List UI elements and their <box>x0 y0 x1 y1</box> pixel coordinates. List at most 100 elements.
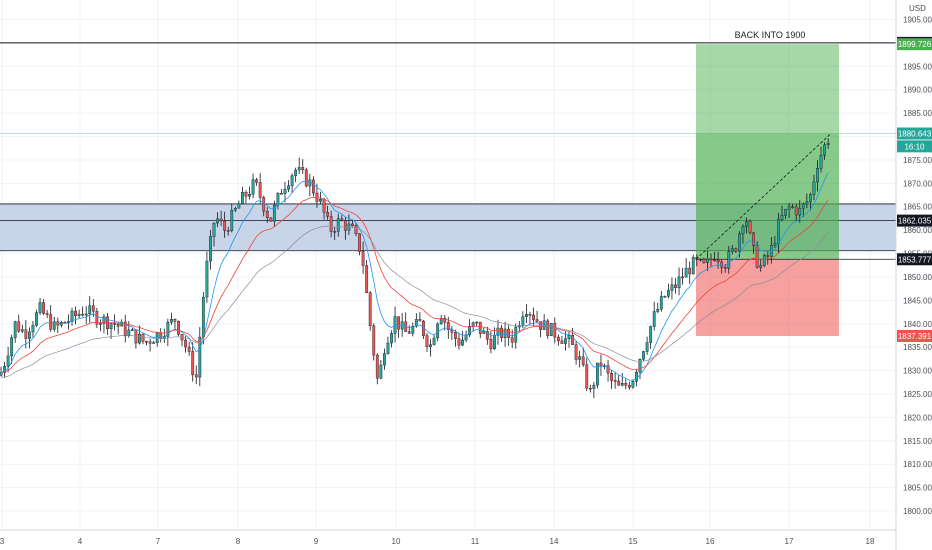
candle-body <box>244 191 248 197</box>
candle-body <box>166 321 170 337</box>
candle-body <box>468 326 471 336</box>
y-tick-label: 1825.000 <box>903 390 932 399</box>
candle-body <box>585 364 589 389</box>
candle-body <box>198 336 202 378</box>
candle-body <box>361 251 365 266</box>
y-tick-label: 1885.000 <box>903 109 932 118</box>
candle-body <box>155 332 159 343</box>
candle-body <box>532 314 535 320</box>
x-tick-label: 7 <box>156 537 161 546</box>
candle-body <box>766 255 770 257</box>
candle-body <box>620 383 624 386</box>
candle-body <box>482 331 486 334</box>
candle-body <box>617 380 621 386</box>
candle-body <box>290 175 294 186</box>
candle-body <box>109 323 113 330</box>
candle-body <box>574 344 578 360</box>
candle-body <box>677 276 681 288</box>
candle-body <box>826 143 830 146</box>
candle-body <box>258 182 262 198</box>
candle-body <box>10 337 14 357</box>
candle-body <box>702 258 706 263</box>
candle-body <box>365 265 369 293</box>
y-tick-label: 1805.000 <box>903 484 932 493</box>
candle-body <box>752 232 756 246</box>
y-tick-label: 1870.000 <box>903 179 932 188</box>
candle-body <box>496 327 500 336</box>
candle-body <box>20 329 24 332</box>
candle-body <box>49 314 53 330</box>
candle-body <box>794 206 798 216</box>
candle-body <box>251 179 255 195</box>
x-tick-label: 17 <box>785 537 794 546</box>
candle-body <box>784 208 787 216</box>
zones <box>0 42 896 336</box>
candle-body <box>798 207 802 216</box>
time-axis[interactable]: 3 4 7 8 9 10 11 14 15 16 17 18 <box>0 537 875 546</box>
candle-body <box>578 356 582 360</box>
candle-body <box>773 243 777 246</box>
candle-body <box>272 205 276 222</box>
candle-body <box>351 223 354 226</box>
candle-body <box>556 336 560 342</box>
x-tick-label: 11 <box>471 537 480 546</box>
candle-body <box>45 313 49 315</box>
candle-body <box>560 340 564 344</box>
candle-body <box>42 302 46 314</box>
profit-zone <box>696 44 839 260</box>
y-tick-label: 1810.000 <box>903 460 932 469</box>
candle-body <box>674 284 677 288</box>
x-tick-label: 15 <box>629 537 638 546</box>
candle-body <box>567 334 571 339</box>
candle-body <box>610 373 614 381</box>
candle-body <box>670 284 674 291</box>
candle-body <box>812 181 816 195</box>
candle-body <box>301 167 305 171</box>
candle-body <box>6 355 10 367</box>
candle-body <box>237 203 241 209</box>
price-tag-label: 16:10 <box>904 142 925 151</box>
candle-body <box>471 322 475 327</box>
candle-body <box>791 206 795 209</box>
candle-body <box>201 296 205 338</box>
ema-fast-line <box>0 172 829 381</box>
candle-body <box>816 168 819 183</box>
candle-body <box>276 193 280 206</box>
candle-body <box>588 387 592 390</box>
candle-body <box>319 198 322 202</box>
candle-body <box>645 342 649 352</box>
y-tick-label: 1895.000 <box>903 62 932 71</box>
candle-body <box>741 226 745 235</box>
candle-body <box>436 323 440 339</box>
candle-body <box>262 197 266 212</box>
x-tick-label: 16 <box>706 537 715 546</box>
candle-body <box>91 305 95 312</box>
candle-body <box>748 221 752 234</box>
candle-body <box>326 211 329 217</box>
candle-body <box>383 353 386 366</box>
candle-body <box>713 259 716 261</box>
candle-body <box>294 169 298 176</box>
candle-body <box>638 359 642 373</box>
candle-body <box>116 324 120 327</box>
candle-body <box>265 211 269 218</box>
x-tick-label: 4 <box>78 537 83 546</box>
candle-body <box>397 316 400 330</box>
candle-body <box>745 221 748 227</box>
candle-body <box>148 341 152 344</box>
candle-body <box>652 311 656 327</box>
moving-averages <box>0 172 829 381</box>
candle-body <box>24 329 28 339</box>
candle-body <box>287 185 290 190</box>
candle-body <box>599 362 603 366</box>
price-tags: 1900.0001899.7261880.64316:101862.035185… <box>897 36 932 342</box>
price-tag <box>897 127 932 140</box>
price-tag <box>897 140 932 153</box>
candle-body <box>706 258 709 263</box>
candle-body <box>283 189 287 194</box>
candle-body <box>173 319 177 322</box>
y-tick-label: 1800.000 <box>903 507 932 516</box>
candle-body <box>727 251 731 269</box>
price-tag-label: 1853.777 <box>898 255 932 264</box>
